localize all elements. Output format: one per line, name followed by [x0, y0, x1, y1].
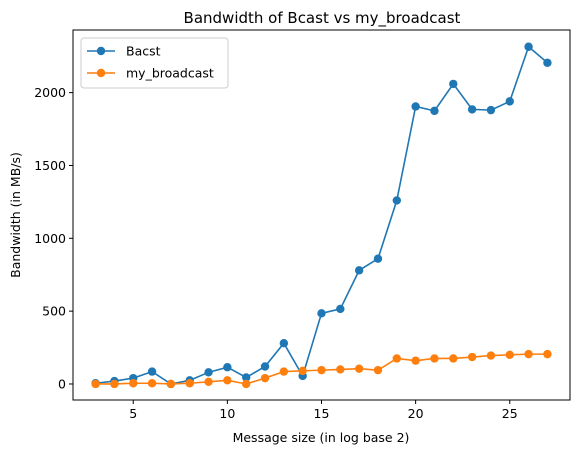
data-point-Bacst [336, 304, 345, 314]
data-point-my_broadcast [486, 351, 496, 360]
x-axis: 5 10 15 20 25 [129, 400, 518, 421]
x-tick-label: 25 [502, 406, 518, 421]
legend-swatch-marker [96, 46, 106, 56]
data-point-my_broadcast [373, 365, 383, 375]
data-point-my_broadcast [260, 373, 270, 383]
y-axis-label: Bandwidth (in MB/s) [8, 152, 23, 278]
data-point-Bacst [543, 58, 552, 67]
legend: Bacst my_broadcast [80, 37, 229, 89]
data-point-my_broadcast [298, 366, 307, 376]
y-tick-label: 2000 [34, 85, 66, 100]
data-point-Bacst [147, 367, 157, 376]
data-point-my_broadcast [204, 377, 213, 386]
data-point-my_broadcast [279, 367, 289, 376]
data-point-Bacst [260, 362, 270, 371]
data-point-my_broadcast [129, 379, 138, 388]
data-point-Bacst [392, 196, 402, 205]
data-point-Bacst [467, 105, 477, 114]
data-point-my_broadcast [336, 365, 345, 374]
data-point-Bacst [223, 363, 232, 372]
data-point-my_broadcast [505, 350, 514, 360]
plot-area [91, 42, 552, 389]
y-tick-label: 500 [42, 304, 66, 319]
data-point-my_broadcast [411, 356, 420, 365]
data-point-Bacst [373, 254, 383, 263]
chart-title: Bandwidth of Bcast vs my_broadcast [184, 9, 461, 28]
data-point-Bacst [411, 102, 420, 111]
data-point-my_broadcast [354, 364, 364, 373]
y-axis: 0 500 1000 1500 2000 [34, 85, 73, 391]
x-tick-label: 15 [314, 406, 330, 421]
y-tick-label: 1500 [34, 158, 66, 173]
legend-entry-label: my_broadcast [126, 66, 214, 81]
x-tick-label: 10 [219, 406, 235, 421]
data-point-Bacst [354, 266, 364, 275]
data-point-Bacst [430, 106, 439, 116]
y-tick-label: 1000 [34, 231, 66, 246]
data-point-my_broadcast [91, 379, 100, 389]
data-point-my_broadcast [317, 365, 326, 375]
data-point-my_broadcast [392, 354, 402, 363]
data-point-Bacst [317, 309, 326, 318]
x-tick-label: 20 [408, 406, 424, 421]
data-point-Bacst [279, 338, 289, 348]
data-point-my_broadcast [110, 379, 119, 389]
x-tick-label: 5 [129, 406, 137, 421]
data-point-Bacst [505, 97, 514, 106]
y-tick-label: 0 [58, 376, 66, 391]
legend-box [80, 37, 229, 89]
legend-swatch-marker [96, 68, 106, 78]
data-point-my_broadcast [430, 354, 439, 363]
x-axis-label: Message size (in log base 2) [233, 430, 410, 445]
series-line-Bacst [95, 45, 548, 385]
data-point-my_broadcast [543, 349, 552, 359]
legend-entry-label: Bacst [126, 44, 161, 59]
data-point-Bacst [241, 373, 251, 382]
data-point-my_broadcast [223, 376, 232, 385]
data-point-my_broadcast [524, 349, 533, 359]
data-point-my_broadcast [241, 379, 251, 389]
data-point-my_broadcast [449, 354, 458, 363]
data-point-my_broadcast [166, 379, 176, 389]
data-point-Bacst [449, 79, 458, 89]
data-point-my_broadcast [185, 379, 194, 388]
data-point-Bacst [204, 368, 213, 377]
data-point-my_broadcast [467, 352, 477, 362]
data-point-my_broadcast [147, 379, 157, 388]
data-point-Bacst [524, 42, 533, 51]
data-point-Bacst [486, 105, 496, 115]
